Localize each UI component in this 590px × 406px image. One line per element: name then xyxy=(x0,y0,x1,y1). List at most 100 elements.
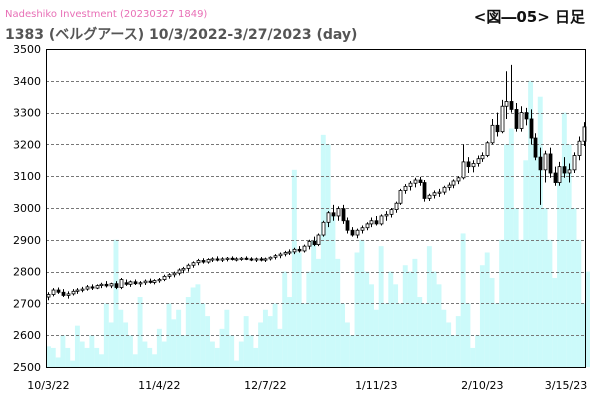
volume-bar xyxy=(537,96,543,367)
candle-up xyxy=(268,256,273,260)
volume-bar xyxy=(291,169,297,367)
volume-bar xyxy=(46,346,51,367)
candle-down xyxy=(524,112,529,120)
volume-bar xyxy=(460,233,466,367)
candle-up xyxy=(172,272,177,276)
candle-down xyxy=(553,172,558,183)
volume-bar xyxy=(475,335,481,367)
volume-bar xyxy=(282,271,288,367)
volume-bar xyxy=(407,271,413,367)
volume-bar xyxy=(123,322,129,367)
candle-up xyxy=(99,283,104,286)
volume-bar xyxy=(316,258,321,367)
volume-bar xyxy=(532,144,538,367)
candle-down xyxy=(495,124,500,133)
candle-down xyxy=(466,161,471,168)
candle-down xyxy=(418,179,423,183)
volume-bar xyxy=(354,252,360,367)
candle-down xyxy=(548,153,553,174)
grid-lines xyxy=(46,81,586,336)
candle-down xyxy=(345,220,350,231)
volume-bar xyxy=(561,112,567,367)
volume-bar xyxy=(426,246,432,367)
volume-bar xyxy=(470,347,476,367)
candle-up xyxy=(355,229,360,236)
volume-bar xyxy=(258,322,264,367)
candle-up xyxy=(456,177,461,182)
candle-up xyxy=(461,161,466,179)
candle-down xyxy=(201,260,206,263)
candle-up xyxy=(210,258,215,261)
candle-up xyxy=(485,142,490,156)
candle-up xyxy=(273,255,278,258)
volume-bar xyxy=(267,316,273,367)
y-tick-label: 2900 xyxy=(13,234,41,247)
candle-down xyxy=(562,166,567,174)
x-axis-labels: 10/3/22 11/4/22 12/7/22 1/11/23 2/10/23 3/15/… xyxy=(27,379,587,392)
x-tick-label: 10/3/22 xyxy=(27,379,69,392)
volume-bar xyxy=(127,335,133,367)
candle-up xyxy=(389,209,394,215)
plot-frame xyxy=(46,49,586,368)
candle-up xyxy=(292,248,297,253)
volume-bar xyxy=(94,347,100,367)
y-tick-label: 3000 xyxy=(13,202,41,215)
candle-up xyxy=(143,280,148,284)
volume-bar xyxy=(479,265,485,367)
volume-bar xyxy=(238,341,244,367)
candle-up xyxy=(557,166,562,183)
volume-bar xyxy=(566,144,572,367)
candle-up xyxy=(191,262,196,266)
volume-bar xyxy=(60,335,66,367)
volume-bar xyxy=(547,239,553,367)
candle-down xyxy=(114,283,119,288)
candle-down xyxy=(244,257,249,260)
candle-up xyxy=(283,252,288,255)
volume-bar xyxy=(229,335,235,367)
candle-up xyxy=(398,190,403,204)
y-tick-label: 3100 xyxy=(13,170,41,183)
y-tick-label: 3400 xyxy=(13,75,41,88)
candle-up xyxy=(234,258,239,261)
volume-bar xyxy=(156,328,162,367)
candle-up xyxy=(577,140,582,156)
volume-bar xyxy=(113,239,119,367)
volume-bar xyxy=(344,322,350,367)
volume-bar xyxy=(571,208,577,367)
volume-bar xyxy=(523,160,529,367)
volume-bar xyxy=(55,357,61,367)
candle-up xyxy=(75,289,80,292)
volume-bar xyxy=(330,214,336,367)
candle-up xyxy=(384,213,389,217)
candle-up xyxy=(316,234,321,245)
candle-up xyxy=(442,186,447,193)
volume-bar xyxy=(171,319,177,367)
x-tick-label: 3/15/23 xyxy=(545,379,587,392)
candle-up xyxy=(572,155,577,171)
candle-up xyxy=(109,283,114,287)
candle-up xyxy=(451,180,456,186)
candle-down xyxy=(90,286,95,289)
x-tick-label: 12/7/22 xyxy=(244,379,286,392)
candle-down xyxy=(341,208,346,222)
candle-down xyxy=(331,212,336,217)
volume-bar xyxy=(364,271,370,367)
volume-bar xyxy=(528,80,534,368)
candle-up xyxy=(181,268,186,271)
volume-bar xyxy=(383,303,389,367)
candle-down xyxy=(350,229,355,236)
candle-up xyxy=(46,294,51,298)
candle-up xyxy=(152,280,157,283)
volume-bar xyxy=(542,208,548,367)
candle-down xyxy=(509,101,514,110)
candle-up xyxy=(413,179,418,184)
volume-bar xyxy=(137,297,143,367)
y-tick-label: 2700 xyxy=(13,297,41,310)
volume-bar xyxy=(108,322,114,367)
candle-up xyxy=(138,282,143,285)
volume-bar xyxy=(287,297,292,367)
volume-bar xyxy=(234,360,239,367)
volume-bar xyxy=(508,128,514,367)
volume-bar xyxy=(489,277,495,367)
